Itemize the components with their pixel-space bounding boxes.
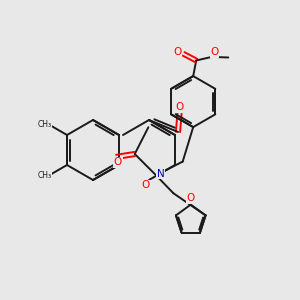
Text: O: O [176, 102, 184, 112]
Text: CH₃: CH₃ [38, 171, 52, 180]
Text: O: O [210, 47, 218, 57]
Text: CH₃: CH₃ [38, 120, 52, 129]
Text: O: O [114, 157, 122, 167]
Text: O: O [173, 47, 182, 57]
Text: O: O [187, 193, 195, 203]
Text: O: O [142, 180, 150, 190]
Text: N: N [157, 169, 164, 179]
